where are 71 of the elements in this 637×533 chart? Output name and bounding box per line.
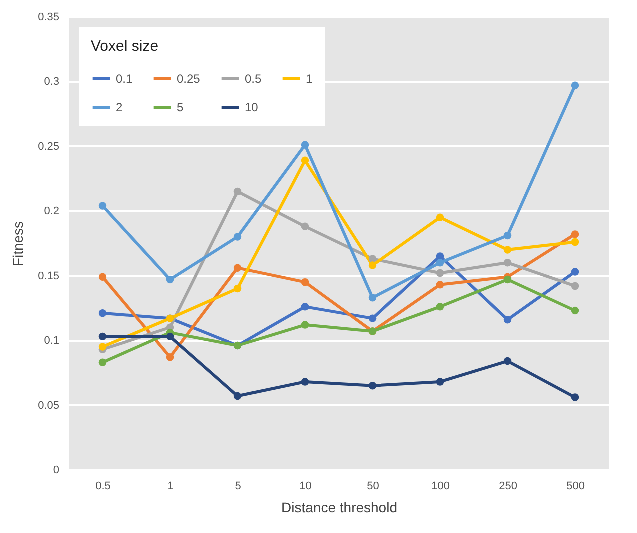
point (301, 278, 310, 286)
point (504, 246, 512, 254)
y-tick-label: 0.25 (38, 140, 60, 153)
point (571, 82, 580, 90)
legend-label: 10 (245, 100, 259, 114)
point (301, 141, 310, 149)
point (301, 378, 310, 386)
point (301, 222, 310, 231)
point (436, 269, 444, 278)
legend-label: 1 (306, 72, 313, 86)
point (368, 382, 377, 390)
y-tick-label: 0.1 (44, 335, 60, 348)
point (368, 294, 377, 302)
y-tick-label: 0.15 (38, 270, 60, 282)
point (98, 332, 107, 341)
point (234, 284, 242, 293)
x-tick-label: 500 (566, 480, 585, 492)
point (436, 214, 444, 222)
x-tick-label: 250 (499, 480, 518, 492)
x-tick-label: 5 (235, 480, 242, 492)
point (571, 238, 580, 246)
y-axis-title: Fitness (10, 221, 26, 267)
point (436, 281, 444, 289)
x-tick-label: 1 (168, 480, 174, 492)
point (166, 332, 174, 341)
point (504, 232, 512, 240)
point (98, 202, 107, 210)
legend-title: Voxel size (91, 38, 159, 55)
point (234, 392, 242, 400)
point (436, 378, 444, 386)
point (504, 276, 512, 284)
point (504, 259, 512, 267)
legend-label: 2 (116, 100, 123, 114)
point (571, 268, 580, 276)
point (98, 273, 107, 282)
point (571, 282, 580, 290)
x-tick-label: 100 (432, 480, 450, 492)
y-tick-label: 0.3 (44, 76, 60, 88)
point (571, 394, 580, 402)
point (98, 310, 107, 318)
point (368, 314, 377, 322)
y-tick-label: 0.35 (38, 12, 60, 24)
point (234, 233, 242, 241)
point (301, 303, 310, 311)
point (436, 259, 444, 267)
point (301, 156, 310, 165)
legend-label: 0.25 (177, 72, 201, 86)
point (301, 321, 310, 329)
point (436, 303, 444, 311)
point (166, 276, 174, 284)
y-tick-label: 0.05 (38, 400, 60, 412)
point (504, 316, 512, 324)
y-tick-label: 0.2 (44, 206, 60, 218)
legend-label: 0.5 (245, 72, 262, 86)
point (98, 358, 107, 366)
point (98, 343, 107, 351)
legend-label: 5 (177, 100, 184, 114)
x-tick-label: 10 (300, 480, 312, 492)
x-tick-label: 50 (367, 480, 380, 492)
x-axis-title: Distance threshold (282, 500, 398, 516)
point (368, 262, 377, 270)
point (234, 264, 242, 272)
point (166, 354, 174, 362)
point (368, 255, 377, 263)
point (571, 306, 580, 315)
point (504, 357, 512, 366)
point (234, 188, 242, 196)
x-tick-label: 0.5 (96, 480, 111, 492)
y-tick-label: 0 (53, 464, 60, 476)
legend-label: 0.1 (116, 72, 134, 86)
point (571, 230, 580, 238)
